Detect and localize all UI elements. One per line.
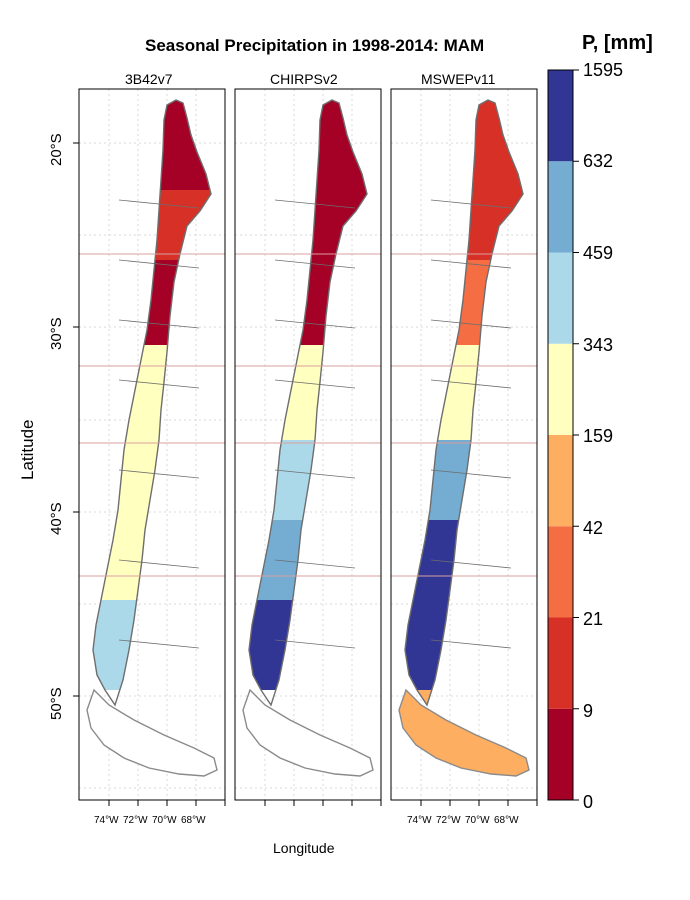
colorbar-break-1595: 1595 [583, 60, 624, 80]
colorbar-break-9: 9 [583, 701, 594, 721]
colorbar-swatch-0 [548, 708, 573, 800]
colorbar-break-42: 42 [583, 518, 604, 538]
colorbar-break-21: 21 [583, 609, 604, 629]
panel-mswepv11-region-border-5 [430, 559, 512, 569]
panel-3b42v7-region-border-6 [118, 639, 200, 649]
panel-mswepv11-country-outline [404, 99, 524, 707]
colorbar-break-0: 0 [583, 792, 594, 812]
panel-mswepv11-region-border-1 [430, 259, 512, 269]
colorbar-swatch-4 [548, 343, 573, 435]
panel-chirpsv2-region-border-0 [274, 199, 356, 209]
lon-tick-p1-70w: 70°W [152, 815, 177, 826]
panel-chirpsv2-region-border-6 [274, 639, 356, 649]
panel-mswepv11-region-border-4 [430, 469, 512, 479]
lon-tick-p1-72w: 72°W [123, 815, 148, 826]
colorbar-swatch-5 [548, 252, 573, 344]
lon-tick-p1-68w: 68°W [181, 815, 206, 826]
panel-3b42v7-frame [78, 88, 226, 801]
colorbar-unit-label: P, [mm] [582, 32, 653, 54]
colorbar-swatch-2 [548, 526, 573, 618]
panel-3b42v7-south-outline [86, 688, 218, 777]
panel-mswepv11-south-outline [398, 688, 530, 777]
panel-chirpsv2-country-outline [248, 99, 368, 707]
panel-title-2: CHIRPSv2 [270, 71, 338, 87]
colorbar-swatch-1 [548, 617, 573, 709]
colorbar-swatch-3 [548, 435, 573, 527]
panel-3b42v7-region-border-5 [118, 559, 200, 569]
lon-tick-p1-74w: 74°W [94, 815, 119, 826]
colorbar-break-343: 343 [583, 335, 614, 355]
colorbar-swatch-7 [548, 70, 573, 162]
panel-chirpsv2-region-border-4 [274, 469, 356, 479]
x-axis-label: Longitude [273, 840, 335, 856]
figure-title: Seasonal Precipitation in 1998-2014: MAM [145, 36, 485, 55]
panel-mswepv11-region-border-2 [430, 319, 512, 329]
panel-3b42v7-region-border-1 [118, 259, 200, 269]
panel-mswepv11-region-border-0 [430, 199, 512, 209]
panel-chirpsv2-region-border-3 [274, 379, 356, 389]
panel-title-3: MSWEPv11 [421, 71, 496, 87]
colorbar-swatch-6 [548, 161, 573, 253]
panel-mswepv11-region-border-3 [430, 379, 512, 389]
colorbar-break-159: 159 [583, 426, 614, 446]
panel-title-1: 3B42v7 [125, 71, 173, 87]
panel-3b42v7-region-border-2 [118, 319, 200, 329]
panel-mswepv11-region-border-6 [430, 639, 512, 649]
panel-3b42v7-region-border-3 [118, 379, 200, 389]
panel-3b42v7-region-border-0 [118, 199, 200, 209]
panel-chirpsv2-region-border-2 [274, 319, 356, 329]
panel-mswepv11-frame [390, 88, 538, 801]
panel-3b42v7-region-border-4 [118, 469, 200, 479]
lon-tick-p3-72w: 72°W [436, 815, 461, 826]
panel-chirpsv2-frame [234, 88, 382, 801]
panel-3b42v7-country-outline [92, 99, 212, 707]
panel-chirpsv2-region-border-1 [274, 259, 356, 269]
panel-chirpsv2-region-border-5 [274, 559, 356, 569]
lon-tick-p3-74w: 74°W [407, 815, 432, 826]
colorbar-break-632: 632 [583, 151, 614, 171]
colorbar-break-459: 459 [583, 243, 614, 263]
lon-tick-p3-68w: 68°W [494, 815, 519, 826]
panel-chirpsv2-south-outline [242, 688, 374, 777]
lon-tick-p3-70w: 70°W [465, 815, 490, 826]
